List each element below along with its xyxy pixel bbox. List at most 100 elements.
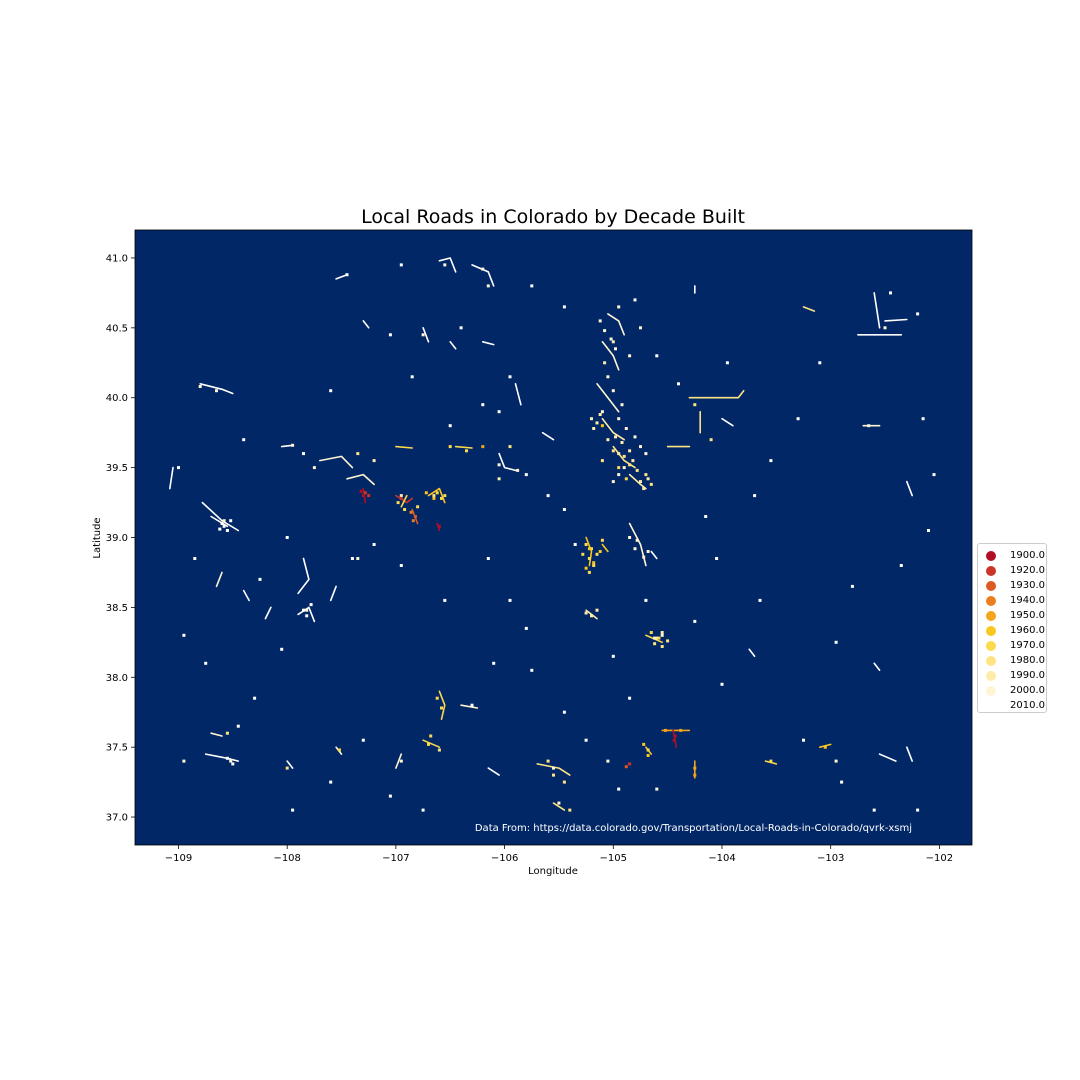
- road-segment-22: [454, 445, 473, 449]
- road-point-224: [367, 494, 371, 498]
- road-point-202: [646, 748, 650, 752]
- road-point-21: [524, 626, 528, 630]
- road-point-3: [218, 527, 222, 531]
- road-segment-2: [201, 501, 240, 532]
- road-point-180: [592, 564, 596, 567]
- road-point-219: [409, 510, 413, 514]
- road-segment-72: [905, 746, 914, 762]
- road-point-129: [867, 424, 871, 428]
- road-point-148: [655, 636, 659, 640]
- road-segment-54: [210, 732, 223, 737]
- road-point-40: [633, 298, 637, 302]
- road-point-134: [592, 427, 596, 430]
- y-tick-label-7: 40.5: [106, 323, 128, 334]
- road-point-215: [679, 728, 683, 732]
- road-point-61: [802, 738, 805, 742]
- road-point-140: [639, 480, 642, 484]
- road-point-91: [617, 417, 621, 421]
- road-point-225: [399, 496, 403, 500]
- road-point-23: [530, 668, 534, 672]
- road-point-45: [769, 459, 773, 463]
- road-point-125: [312, 466, 316, 470]
- road-point-208: [642, 742, 646, 746]
- road-point-184: [587, 570, 591, 574]
- road-point-156: [622, 454, 626, 458]
- x-tick-label-1: −108: [273, 853, 300, 864]
- road-segment-0: [169, 466, 174, 490]
- road-point-185: [617, 466, 621, 470]
- road-point-18: [562, 508, 566, 511]
- legend-label-1960.0: 1960.0: [1010, 625, 1045, 636]
- road-point-77: [291, 808, 295, 812]
- road-point-207: [584, 566, 588, 570]
- road-segments-layer: [169, 257, 914, 811]
- road-point-221: [413, 515, 417, 518]
- road-point-163: [660, 645, 664, 648]
- road-point-92: [624, 427, 628, 430]
- road-point-192: [435, 491, 439, 495]
- road-point-145: [584, 611, 588, 615]
- legend-entry-1940.0: 1940.0: [986, 593, 1046, 608]
- road-segment-7: [280, 444, 294, 448]
- road-point-152: [603, 361, 607, 365]
- road-point-36: [410, 375, 414, 379]
- road-point-93: [633, 435, 637, 439]
- road-point-218: [481, 445, 485, 449]
- road-segment-8: [297, 606, 316, 623]
- road-point-49: [834, 640, 838, 644]
- road-point-146: [590, 614, 593, 618]
- road-point-198: [440, 706, 443, 710]
- road-point-53: [921, 417, 925, 421]
- road-segment-49: [873, 292, 881, 329]
- road-segment-48: [802, 306, 816, 312]
- road-point-121: [660, 633, 664, 637]
- legend-label-1990.0: 1990.0: [1010, 670, 1045, 681]
- road-point-41: [655, 354, 659, 358]
- road-point-57: [889, 291, 892, 295]
- y-tick-label-0: 37.0: [106, 813, 128, 824]
- road-point-108: [305, 608, 309, 612]
- road-point-28: [253, 696, 257, 700]
- road-segment-38: [601, 543, 609, 553]
- road-point-136: [614, 435, 617, 439]
- road-point-124: [291, 443, 295, 447]
- road-point-12: [302, 452, 305, 456]
- road-point-90: [600, 410, 604, 414]
- road-segment-50: [884, 318, 908, 322]
- road-point-86: [614, 347, 617, 351]
- road-segment-28: [498, 452, 517, 472]
- road-point-142: [646, 477, 650, 481]
- road-segment-56: [286, 760, 294, 769]
- legend-entry-1900.0: 1900.0: [986, 548, 1046, 563]
- road-segment-27: [481, 340, 495, 346]
- y-tick-label-3: 38.5: [106, 603, 128, 614]
- legend-swatch-1990.0: [986, 670, 996, 681]
- road-segment-58: [395, 753, 403, 769]
- road-point-162: [653, 642, 657, 646]
- road-point-63: [872, 808, 876, 812]
- road-point-126: [399, 759, 403, 763]
- y-tick-label-4: 39.0: [106, 533, 128, 544]
- y-tick-label-1: 37.5: [106, 743, 128, 754]
- road-point-81: [448, 424, 452, 428]
- road-point-153: [372, 459, 376, 463]
- road-point-119: [655, 787, 659, 791]
- road-point-15: [497, 410, 501, 414]
- road-point-0: [220, 522, 224, 525]
- legend-swatch-2000.0: [986, 685, 996, 696]
- road-point-74: [258, 577, 262, 581]
- road-point-164: [666, 639, 670, 643]
- road-segment-23: [422, 326, 430, 343]
- road-segment-35: [612, 445, 636, 469]
- road-segment-62: [487, 767, 500, 776]
- road-point-64: [916, 808, 920, 812]
- road-point-4: [222, 524, 226, 528]
- x-tick-label-2: −107: [382, 853, 409, 864]
- road-point-6: [305, 614, 309, 618]
- road-point-190: [403, 508, 407, 511]
- road-point-35: [388, 333, 392, 337]
- road-point-89: [620, 403, 624, 407]
- road-point-70: [443, 598, 447, 602]
- road-segment-24: [438, 257, 457, 273]
- road-point-183: [581, 552, 585, 556]
